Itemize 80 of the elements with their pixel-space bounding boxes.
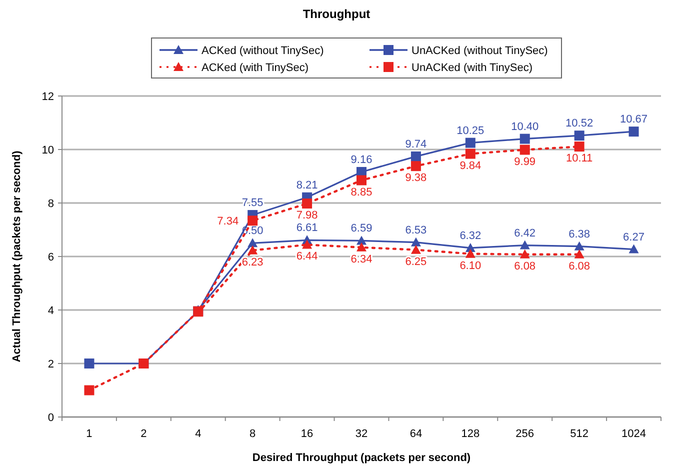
- data-label: 6.61: [296, 222, 318, 234]
- data-label: 6.42: [514, 227, 536, 240]
- data-label: 8.21: [296, 179, 318, 192]
- data-label: 6.27: [623, 231, 644, 244]
- data-label: 10.11: [566, 152, 593, 165]
- data-label: 7.98: [296, 210, 318, 222]
- data-label: 6.53: [405, 224, 427, 236]
- point: [465, 138, 476, 148]
- x-tick-label: 1024: [622, 428, 646, 440]
- data-label: 9.84: [460, 160, 482, 172]
- x-tick-label: 32: [355, 428, 368, 440]
- y-axis-title: Actual Throughput (packets per second): [11, 150, 23, 362]
- data-label: 6.10: [460, 260, 482, 272]
- point: [574, 130, 584, 141]
- data-label: 10.67: [620, 114, 648, 126]
- data-label: 9.16: [350, 154, 372, 166]
- x-tick-label: 1: [86, 428, 92, 440]
- data-label: 6.44: [296, 250, 318, 263]
- x-tick-label: 512: [570, 428, 588, 440]
- point: [302, 240, 312, 249]
- data-label: 6.25: [405, 256, 427, 268]
- point: [574, 142, 584, 152]
- point: [248, 245, 258, 254]
- data-label: 8.85: [350, 186, 372, 198]
- point: [410, 237, 421, 246]
- point: [520, 240, 530, 250]
- point: [520, 134, 530, 144]
- legend-label: UnACKed (with TinySec): [412, 62, 533, 74]
- point: [248, 238, 258, 248]
- legend-label: ACKed (without TinySec): [202, 45, 324, 57]
- chart-title: Throughput: [302, 7, 370, 21]
- data-label: 6.38: [568, 228, 590, 240]
- x-tick-label: 16: [300, 428, 314, 440]
- x-tick-label: 256: [516, 428, 534, 440]
- y-tick-label: 0: [48, 412, 54, 424]
- y-tick-label: 10: [42, 144, 54, 156]
- point: [628, 126, 639, 137]
- legend-label: ACKed (with TinySec): [202, 62, 308, 74]
- data-label: 10.25: [456, 124, 484, 137]
- point: [574, 241, 584, 250]
- y-tick-label: 12: [42, 91, 54, 103]
- data-label: 6.08: [514, 260, 536, 272]
- y-tick-label: 8: [48, 198, 54, 210]
- data-label: 7.34: [217, 216, 239, 228]
- point: [302, 198, 312, 209]
- point: [410, 244, 421, 254]
- data-label: 7.55: [242, 197, 264, 210]
- x-tick-label: 128: [461, 428, 480, 440]
- data-label: 9.74: [405, 138, 427, 150]
- x-axis-title: Desired Throughput (packets per second): [252, 452, 471, 464]
- data-label: 9.38: [405, 172, 427, 184]
- point: [410, 161, 421, 172]
- x-tick-label: 8: [250, 428, 256, 440]
- point: [628, 244, 639, 254]
- data-label: 6.23: [242, 256, 264, 268]
- point: [465, 148, 476, 159]
- x-tick-label: 2: [140, 428, 147, 440]
- legend-label: UnACKed (without TinySec): [412, 45, 548, 57]
- point: [84, 358, 94, 368]
- data-label: 10.52: [566, 118, 594, 130]
- point: [465, 248, 476, 258]
- point: [520, 249, 530, 258]
- y-tick-label: 2: [48, 358, 54, 370]
- y-tick-label: 4: [48, 305, 54, 317]
- point: [520, 144, 530, 155]
- point: [410, 151, 421, 162]
- data-label: 6.08: [568, 260, 590, 272]
- x-tick-label: 4: [195, 428, 202, 440]
- y-tick-label: 6: [48, 252, 54, 264]
- data-label: 6.32: [460, 230, 482, 242]
- point: [356, 175, 366, 186]
- point: [84, 385, 94, 396]
- point: [356, 242, 366, 252]
- data-label: 6.59: [350, 222, 372, 235]
- data-label: 9.99: [514, 156, 536, 168]
- data-label: 6.34: [350, 253, 372, 266]
- data-label: 10.40: [511, 120, 539, 133]
- point: [574, 249, 584, 258]
- point: [248, 216, 258, 226]
- x-tick-label: 64: [410, 428, 422, 440]
